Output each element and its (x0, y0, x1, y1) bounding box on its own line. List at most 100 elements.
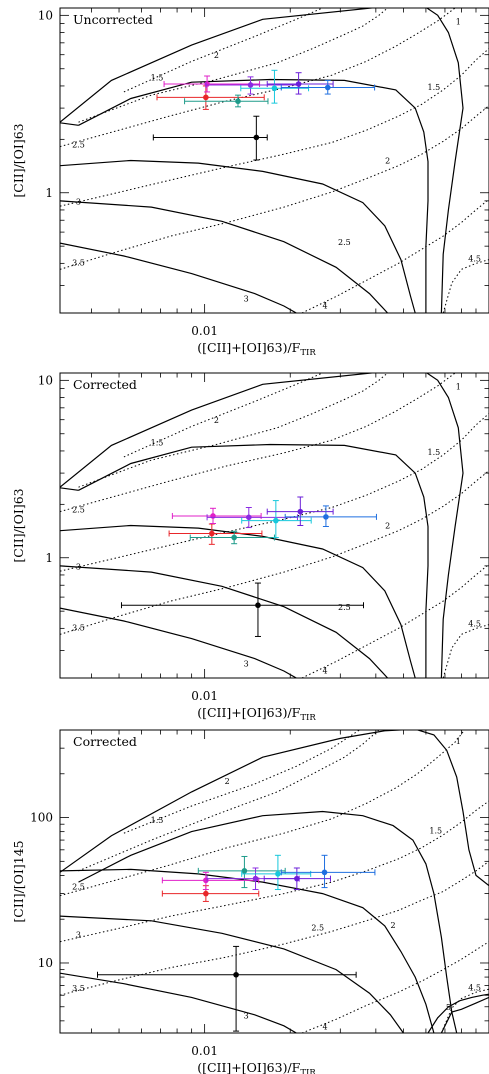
contour-label: 1 (456, 383, 461, 392)
data-marker (252, 875, 259, 882)
data-marker (241, 868, 248, 874)
y-tick-label: 1 (45, 186, 53, 200)
contour-solid (60, 200, 389, 313)
contour-dotted (78, 373, 388, 488)
data-marker (295, 81, 302, 87)
contour-dotted (60, 373, 456, 513)
panel-label: Uncorrected (73, 12, 153, 27)
contour-label: 3 (76, 198, 81, 207)
contour-solid (440, 996, 489, 1033)
data-point (206, 506, 298, 529)
contour-label: 2 (385, 157, 390, 166)
contour-label: 3.5 (72, 984, 85, 993)
contour-solid (60, 242, 297, 313)
y-tick-label: 10 (38, 956, 53, 970)
data-point (184, 94, 269, 108)
contour-solid (60, 373, 464, 678)
axis-ticks (60, 373, 489, 678)
contour-label: 3 (76, 563, 81, 572)
plot-frame (59, 729, 489, 1034)
contour-labels: 1 1.5 2 2.5 3 1.5 2 2.5 3 3.5 4 4.5 (72, 18, 481, 311)
data-point (156, 85, 265, 110)
contour-solid (78, 78, 429, 313)
data-point (241, 500, 312, 539)
data-marker (235, 98, 241, 105)
contour-solid (60, 524, 416, 678)
data-marker (203, 94, 209, 101)
data-marker (273, 517, 279, 524)
tick-labels: 0.01 10 100 (30, 811, 218, 1058)
y-axis-label: [CII]/[OI]63 (11, 123, 26, 197)
contour-solid (60, 730, 489, 887)
contour-label: 2 (225, 777, 230, 786)
contour-dotted (301, 563, 489, 678)
data-point (280, 79, 376, 95)
contour-solid (60, 487, 79, 491)
contour-solid (60, 122, 79, 126)
data-points (120, 496, 377, 637)
y-axis-label: [CII]/[OI]63 (11, 488, 26, 562)
contour-label: 4.5 (468, 255, 481, 264)
contour-dotted (123, 373, 323, 458)
data-point (189, 530, 275, 545)
data-marker (253, 134, 260, 141)
contour-labels: 1 1.5 2 2.5 3 5 1.5 2 2.5 3 3.5 4 4.5 (72, 737, 481, 1031)
contour-label: 3.5 (72, 258, 85, 267)
y-tick-label: 10 (38, 373, 53, 387)
data-point (284, 505, 377, 528)
contour-label: 2.5 (72, 883, 85, 892)
x-axis-label-main: ([CII]+[OI]63)/F (197, 1060, 300, 1074)
data-point (120, 582, 365, 637)
contour-dotted (123, 730, 360, 834)
contour-label: 1.5 (428, 83, 441, 92)
contour-solid (427, 993, 489, 1033)
contour-label: 2 (214, 416, 219, 425)
data-point (240, 69, 310, 104)
x-tick-label: 0.01 (191, 689, 218, 703)
data-point (241, 854, 312, 891)
x-axis-label: ([CII]+[OI]63)/FTIR (197, 1060, 316, 1074)
data-marker (209, 530, 215, 537)
contour-label: 3 (244, 295, 249, 304)
contour-label: 3 (244, 1011, 249, 1020)
data-marker (203, 890, 209, 897)
x-axis-label-main: ([CII]+[OI]63)/F (197, 340, 300, 355)
chart-panel-corrected-145: 1 1.5 2 2.5 3 5 1.5 2 2.5 3 3.5 4 4.5 0.01 10 100 Correc… (11, 729, 489, 1074)
data-marker (247, 82, 254, 88)
data-marker (271, 85, 278, 92)
data-marker (294, 875, 300, 882)
contour-label: 2 (391, 921, 396, 930)
tick-labels: 0.01 1 10 (38, 373, 218, 703)
contour-label: 1.5 (428, 448, 441, 457)
contour-label: 2.5 (72, 505, 85, 514)
contour-dotted (78, 730, 380, 872)
contour-solid (60, 565, 389, 678)
contour-label: 4.5 (468, 983, 481, 992)
data-points (152, 69, 376, 161)
data-marker (246, 514, 252, 521)
data-marker (297, 508, 304, 515)
data-marker (323, 514, 329, 520)
plot-frame (59, 7, 489, 314)
y-tick-label: 100 (30, 811, 53, 825)
x-tick-label: 0.01 (191, 324, 218, 338)
contour-dotted (301, 198, 489, 313)
contour-label: 2.5 (338, 603, 351, 612)
contour-label: 5 (446, 1003, 451, 1012)
contour-solid (60, 972, 297, 1033)
contour-dotted (440, 988, 489, 1033)
panel-label: Corrected (73, 377, 137, 392)
contour-label: 2.5 (338, 238, 351, 247)
contour-dotted (60, 105, 489, 270)
contour-dotted (301, 941, 489, 1033)
contour-label: 3 (76, 930, 81, 939)
data-point (280, 854, 376, 889)
contour-label: 3 (244, 660, 249, 669)
data-marker (255, 602, 261, 609)
contour-label: 1.5 (151, 439, 164, 448)
contour-lines (60, 8, 489, 313)
contour-solid (78, 810, 458, 1033)
contour-dotted (60, 8, 456, 148)
contour-label: 1.5 (429, 827, 442, 836)
